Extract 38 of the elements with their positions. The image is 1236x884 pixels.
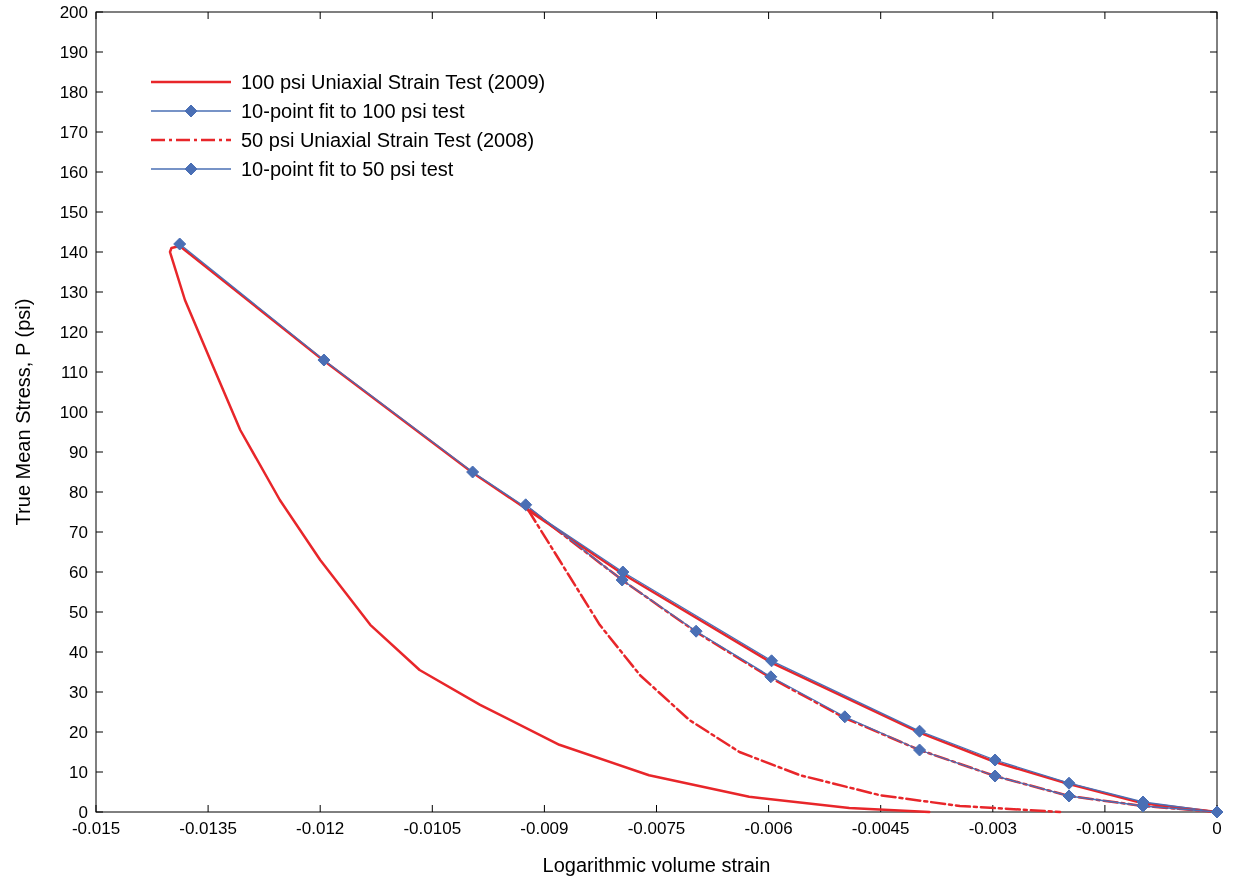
x-tick-label: -0.0015	[1076, 819, 1134, 838]
x-tick-label: -0.0105	[403, 819, 462, 838]
y-tick-label: 100	[59, 403, 88, 422]
y-tick-label: 10	[69, 763, 88, 782]
x-tick-label: -0.0135	[179, 819, 237, 838]
y-tick-label: 130	[59, 283, 88, 302]
y-tick-label: 90	[69, 443, 88, 462]
x-tick-label: -0.0045	[851, 819, 910, 838]
legend-label: 10-point fit to 50 psi test	[241, 158, 454, 180]
x-tick-label: -0.015	[71, 819, 121, 838]
y-tick-label: 160	[59, 163, 88, 182]
y-tick-label: 70	[69, 523, 88, 542]
y-tick-label: 120	[59, 323, 88, 342]
y-tick-label: 110	[60, 363, 88, 382]
y-tick-label: 180	[59, 83, 88, 102]
x-axis-title: Logarithmic volume strain	[542, 854, 771, 876]
legend-label: 50 psi Uniaxial Strain Test (2008)	[241, 129, 535, 151]
x-tick-label: -0.003	[968, 819, 1017, 838]
y-tick-label: 190	[59, 43, 88, 62]
y-tick-label: 170	[59, 123, 88, 142]
x-tick-label: 0	[1212, 819, 1222, 838]
y-tick-label: 30	[69, 683, 88, 702]
x-tick-label: -0.012	[296, 819, 345, 838]
y-tick-label: 20	[69, 723, 88, 742]
y-tick-label: 50	[69, 603, 88, 622]
legend-label: 100 psi Uniaxial Strain Test (2009)	[241, 71, 546, 93]
y-tick-label: 200	[59, 3, 88, 22]
y-tick-label: 60	[69, 563, 88, 582]
y-tick-label: 0	[78, 803, 88, 822]
y-tick-label: 80	[69, 483, 88, 502]
x-tick-label: -0.009	[520, 819, 569, 838]
legend-label: 10-point fit to 100 psi test	[241, 100, 465, 122]
y-tick-label: 140	[59, 243, 88, 262]
x-tick-label: -0.0075	[627, 819, 686, 838]
y-tick-label: 150	[59, 203, 88, 222]
y-tick-label: 40	[69, 643, 88, 662]
x-tick-label: -0.006	[744, 819, 793, 838]
y-axis-title: True Mean Stress, P (psi)	[12, 298, 34, 526]
